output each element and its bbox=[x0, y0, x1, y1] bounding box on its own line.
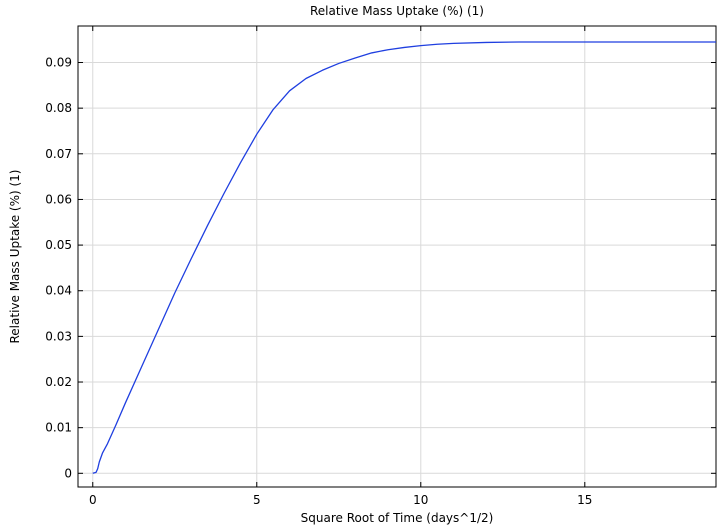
x-tick-label: 15 bbox=[577, 493, 592, 507]
chart-title: Relative Mass Uptake (%) (1) bbox=[310, 4, 484, 18]
y-tick-label: 0.06 bbox=[45, 192, 72, 206]
y-tick-label: 0.09 bbox=[45, 56, 72, 70]
y-tick-label: 0.08 bbox=[45, 101, 72, 115]
y-axis-label: Relative Mass Uptake (%) (1) bbox=[8, 170, 22, 344]
y-tick-label: 0.05 bbox=[45, 238, 72, 252]
x-axis-label: Square Root of Time (days^1/2) bbox=[301, 511, 494, 525]
y-tick-label: 0 bbox=[64, 466, 72, 480]
series-line bbox=[92, 41, 716, 474]
x-tick-label: 0 bbox=[89, 493, 97, 507]
y-tick-label: 0.03 bbox=[45, 329, 72, 343]
y-tick-label: 0.04 bbox=[45, 284, 72, 298]
gridlines bbox=[78, 26, 716, 487]
x-tick-label: 10 bbox=[413, 493, 428, 507]
axes-frame bbox=[77, 25, 717, 488]
y-tick-label: 0.01 bbox=[45, 421, 72, 435]
axis-ticks: 0 5 10 15 0 0.01 0.02 0.03 0.04 0.05 0.06 0.07 0.08 0… bbox=[45, 26, 716, 507]
y-tick-label: 0.07 bbox=[45, 147, 72, 161]
x-tick-label: 5 bbox=[253, 493, 261, 507]
y-tick-label: 0.02 bbox=[45, 375, 72, 389]
data-series bbox=[92, 41, 716, 474]
